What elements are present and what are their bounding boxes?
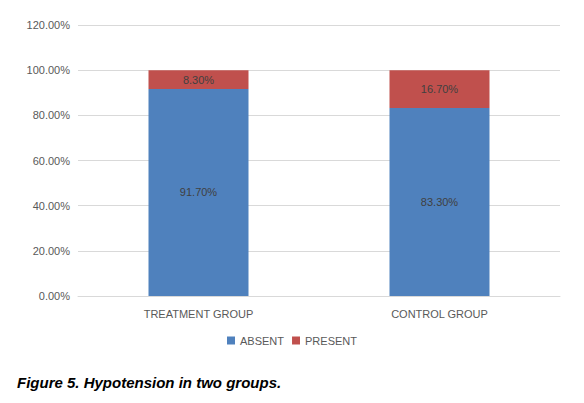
svg-text:91.70%: 91.70% [180,186,218,198]
svg-text:16.70%: 16.70% [421,83,459,95]
svg-text:TREATMENT GROUP: TREATMENT GROUP [144,308,254,320]
svg-text:60.00%: 60.00% [33,155,71,167]
svg-text:80.00%: 80.00% [33,109,71,121]
svg-text:83.30%: 83.30% [421,196,459,208]
svg-text:100.00%: 100.00% [27,64,71,76]
svg-text:ABSENT: ABSENT [240,335,284,347]
svg-text:0.00%: 0.00% [39,290,70,302]
svg-text:CONTROL GROUP: CONTROL GROUP [391,308,488,320]
svg-text:40.00%: 40.00% [33,200,71,212]
svg-text:PRESENT: PRESENT [305,335,357,347]
svg-text:20.00%: 20.00% [33,245,71,257]
svg-text:120.00%: 120.00% [27,19,71,31]
svg-text:8.30%: 8.30% [183,74,214,86]
svg-text:Figure 5. Hypotension in two g: Figure 5. Hypotension in two groups. [17,374,281,391]
